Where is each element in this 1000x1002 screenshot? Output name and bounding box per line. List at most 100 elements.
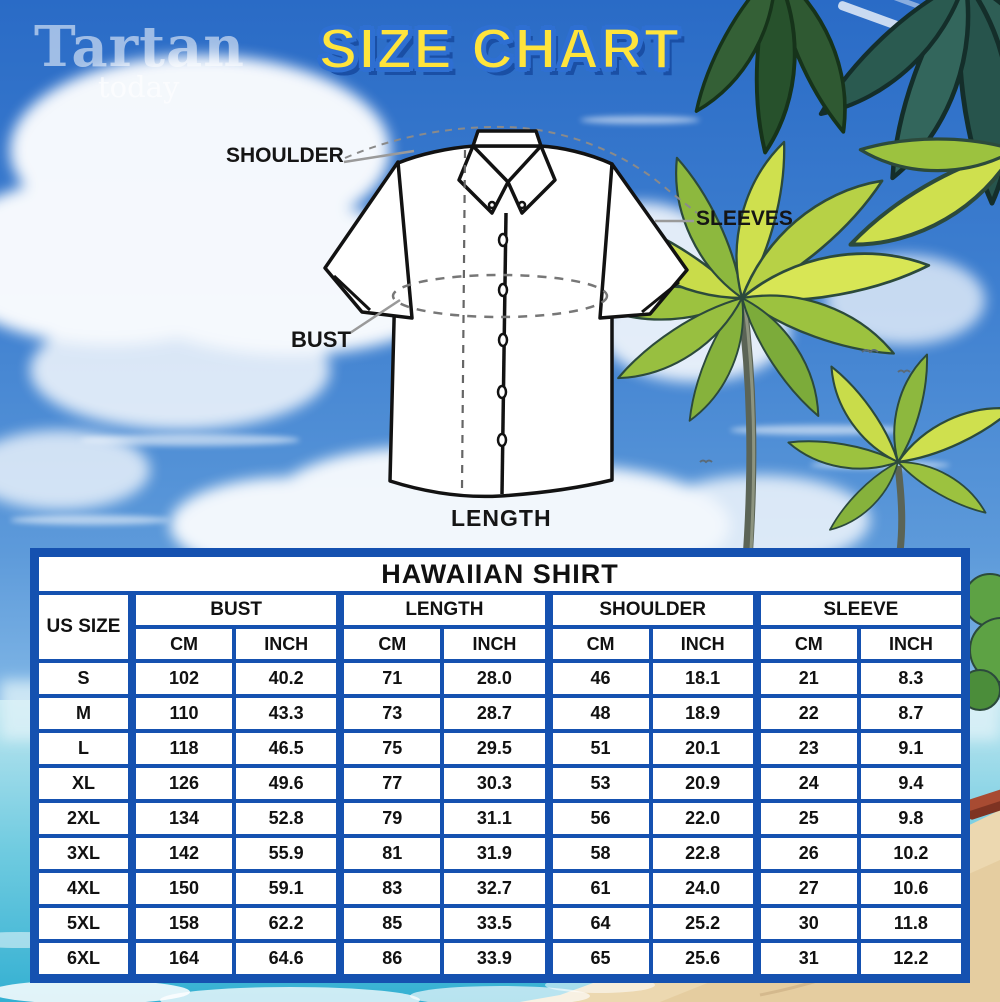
size-cell: 6XL (39, 943, 128, 974)
value-cell: 12.2 (860, 943, 961, 974)
page-title: SIZE CHART (318, 16, 681, 82)
value-cell: 79 (340, 803, 441, 834)
us-size-header: US SIZE (39, 595, 128, 659)
table-row: M 110 43.3 73 28.7 48 18.9 22 8.7 (39, 698, 961, 729)
value-cell: 164 (132, 943, 233, 974)
value-cell: 25.6 (652, 943, 753, 974)
unit-header: INCH (444, 629, 545, 659)
value-cell: 32.7 (444, 873, 545, 904)
collar-right (506, 144, 557, 215)
value-cell: 31 (756, 943, 857, 974)
value-cell: 28.0 (444, 663, 545, 694)
size-cell: L (39, 733, 128, 764)
value-cell: 86 (340, 943, 441, 974)
unit-header: INCH (652, 629, 753, 659)
bust-pointer-line (349, 298, 401, 335)
group-header: SHOULDER (548, 595, 753, 625)
table-row: 6XL 164 64.6 86 33.9 65 25.6 31 12.2 (39, 943, 961, 974)
pointer-lines (343, 149, 694, 335)
value-cell: 75 (340, 733, 441, 764)
value-cell: 22.8 (652, 838, 753, 869)
value-cell: 30 (756, 908, 857, 939)
unit-header: INCH (236, 629, 337, 659)
table-row: 4XL 150 59.1 83 32.7 61 24.0 27 10.6 (39, 873, 961, 904)
table-row: 5XL 158 62.2 85 33.5 64 25.2 30 11.8 (39, 908, 961, 939)
value-cell: 40.2 (236, 663, 337, 694)
group-header: SLEEVE (756, 595, 961, 625)
value-cell: 9.4 (860, 768, 961, 799)
palm-tree-small (784, 349, 1000, 553)
collar-left (457, 144, 510, 215)
value-cell: 81 (340, 838, 441, 869)
value-cell: 22.0 (652, 803, 753, 834)
size-table-body: S 102 40.2 71 28.0 46 18.1 21 8.3 M 110 43.3 73 28.7 4… (39, 663, 961, 974)
value-cell: 65 (548, 943, 649, 974)
value-cell: 8.7 (860, 698, 961, 729)
unit-header-row: CM INCH CM INCH CM INCH CM INCH (39, 629, 961, 659)
size-cell: 4XL (39, 873, 128, 904)
value-cell: 31.9 (444, 838, 545, 869)
birds (699, 349, 911, 464)
value-cell: 64.6 (236, 943, 337, 974)
value-cell: 20.1 (652, 733, 753, 764)
value-cell: 56 (548, 803, 649, 834)
value-cell: 25 (756, 803, 857, 834)
value-cell: 43.3 (236, 698, 337, 729)
collar-band (471, 129, 543, 148)
value-cell: 51 (548, 733, 649, 764)
value-cell: 158 (132, 908, 233, 939)
value-cell: 48 (548, 698, 649, 729)
size-cell: 5XL (39, 908, 128, 939)
unit-header: CM (756, 629, 857, 659)
unit-header: CM (132, 629, 233, 659)
value-cell: 118 (132, 733, 233, 764)
label-bust: BUST (291, 327, 351, 352)
size-cell: 3XL (39, 838, 128, 869)
value-cell: 77 (340, 768, 441, 799)
table-row: 3XL 142 55.9 81 31.9 58 22.8 26 10.2 (39, 838, 961, 869)
size-cell: 2XL (39, 803, 128, 834)
table-row: S 102 40.2 71 28.0 46 18.1 21 8.3 (39, 663, 961, 694)
brand-name: Tartan (34, 14, 245, 80)
brand-tagline: today (98, 70, 180, 104)
left-cuff-line (332, 274, 372, 312)
size-table-grid: HAWAIIAN SHIRT US SIZE BUST LENGTH SHOULDE… (35, 553, 965, 978)
right-sleeve (598, 162, 689, 320)
size-cell: XL (39, 768, 128, 799)
value-cell: 27 (756, 873, 857, 904)
shirt-outline (323, 129, 689, 499)
value-cell: 8.3 (860, 663, 961, 694)
value-cell: 110 (132, 698, 233, 729)
value-cell: 18.1 (652, 663, 753, 694)
value-cell: 9.1 (860, 733, 961, 764)
value-cell: 59.1 (236, 873, 337, 904)
value-cell: 46.5 (236, 733, 337, 764)
value-cell: 52.8 (236, 803, 337, 834)
beach-boat (961, 788, 1000, 820)
table-title-row: HAWAIIAN SHIRT (39, 557, 961, 591)
table-title: HAWAIIAN SHIRT (39, 557, 961, 591)
length-dashed-line (460, 149, 467, 489)
value-cell: 62.2 (236, 908, 337, 939)
value-cell: 150 (132, 873, 233, 904)
size-cell: M (39, 698, 128, 729)
left-sleeve (323, 160, 414, 320)
value-cell: 53 (548, 768, 649, 799)
table-row: L 118 46.5 75 29.5 51 20.1 23 9.1 (39, 733, 961, 764)
value-cell: 73 (340, 698, 441, 729)
value-cell: 49.6 (236, 768, 337, 799)
value-cell: 71 (340, 663, 441, 694)
value-cell: 28.7 (444, 698, 545, 729)
table-row: XL 126 49.6 77 30.3 53 20.9 24 9.4 (39, 768, 961, 799)
group-header-row: US SIZE BUST LENGTH SHOULDER SLEEVE (39, 595, 961, 659)
size-cell: S (39, 663, 128, 694)
value-cell: 10.2 (860, 838, 961, 869)
unit-header: INCH (860, 629, 961, 659)
value-cell: 11.8 (860, 908, 961, 939)
value-cell: 29.5 (444, 733, 545, 764)
table-row: 2XL 134 52.8 79 31.1 56 22.0 25 9.8 (39, 803, 961, 834)
group-header: BUST (132, 595, 337, 625)
label-shoulder: SHOULDER (226, 144, 344, 167)
value-cell: 142 (132, 838, 233, 869)
brand-watermark: Tartan today (34, 14, 245, 104)
